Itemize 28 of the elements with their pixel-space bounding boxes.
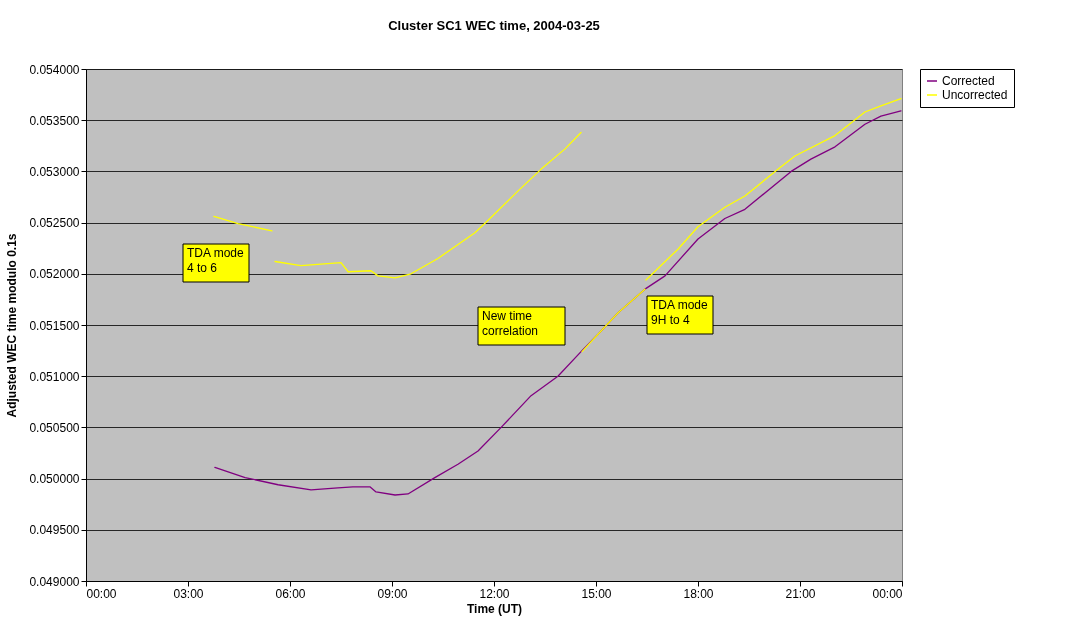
y-tick-label: 0.049000 bbox=[29, 574, 80, 589]
legend-label: Uncorrected bbox=[942, 88, 1008, 102]
x-tick-label: 15:00 bbox=[581, 586, 612, 601]
y-tick-label: 0.052500 bbox=[29, 216, 80, 231]
y-tick-label: 0.052000 bbox=[29, 267, 80, 282]
chart-title: Cluster SC1 WEC time, 2004-03-25 bbox=[388, 18, 600, 33]
x-tick-label: 09:00 bbox=[377, 586, 408, 601]
x-tick-label: 21:00 bbox=[785, 586, 816, 601]
annotation: New time correlation bbox=[482, 309, 539, 338]
x-axis-title: Time (UT) bbox=[466, 601, 523, 616]
y-tick-label: 0.053500 bbox=[29, 113, 80, 128]
y-tick-label: 0.054000 bbox=[29, 62, 80, 77]
y-tick-label: 0.051000 bbox=[29, 369, 80, 384]
y-tick-label: 0.051500 bbox=[29, 318, 80, 333]
x-tick-label: 00:00 bbox=[86, 586, 117, 601]
x-tick-label: 18:00 bbox=[683, 586, 714, 601]
y-tick-label: 0.050500 bbox=[29, 420, 80, 435]
annotation: TDA mode 4 to 6 bbox=[187, 246, 245, 275]
y-tick-label: 0.050000 bbox=[29, 472, 80, 487]
x-tick-label: 06:00 bbox=[275, 586, 306, 601]
y-tick-label: 0.049500 bbox=[29, 523, 80, 538]
y-axis-title: Adjusted WEC time modulo 0.1s bbox=[5, 233, 20, 418]
legend-label: Corrected bbox=[942, 74, 995, 88]
y-tick-label: 0.053000 bbox=[29, 164, 80, 179]
x-tick-label: 12:00 bbox=[479, 586, 510, 601]
x-tick-label: 00:00 bbox=[872, 586, 903, 601]
annotation: TDA mode 9H to 4 bbox=[651, 298, 709, 327]
x-tick-label: 03:00 bbox=[173, 586, 204, 601]
